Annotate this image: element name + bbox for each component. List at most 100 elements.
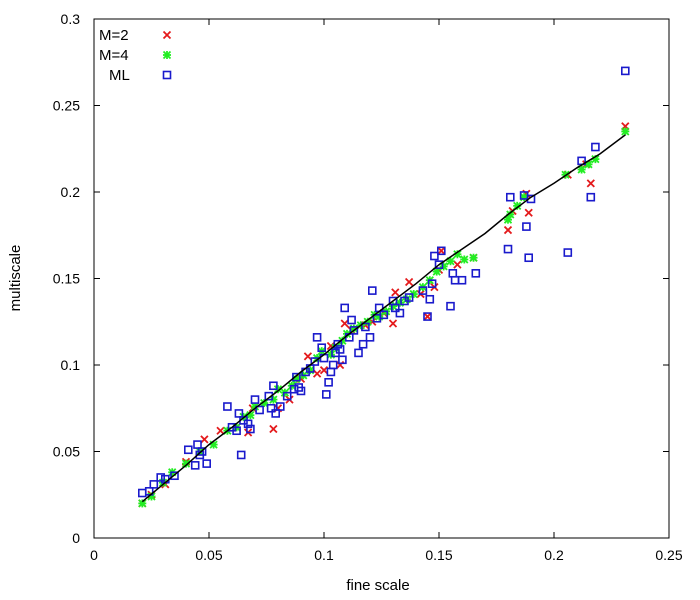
data-point	[338, 355, 347, 365]
data-point	[266, 403, 276, 413]
y-axis-label: multiscale	[7, 245, 24, 312]
data-point	[335, 345, 345, 354]
data-point	[423, 312, 432, 321]
data-point	[446, 301, 455, 311]
data-point	[347, 315, 356, 325]
legend-marker	[162, 30, 172, 40]
data-point	[234, 409, 244, 418]
y-tick-label: 0.2	[61, 184, 81, 200]
data-point	[246, 424, 255, 434]
data-point	[223, 402, 232, 411]
data-point	[190, 461, 200, 470]
data-point	[156, 473, 165, 482]
data-point	[317, 343, 327, 353]
series-m-4	[138, 127, 630, 508]
legend-label: M=2	[99, 27, 129, 44]
data-point	[434, 260, 444, 269]
data-point	[453, 260, 462, 269]
x-tick-label: 0.25	[655, 547, 682, 563]
data-point	[149, 480, 159, 489]
data-point	[522, 222, 531, 231]
data-point	[563, 248, 573, 257]
data-point	[591, 142, 600, 152]
y-tick-label: 0.05	[53, 444, 80, 460]
data-point	[333, 339, 343, 349]
x-axis-label: fine scale	[346, 577, 409, 594]
data-point	[202, 459, 211, 468]
data-point	[321, 390, 331, 399]
legend-label: M=4	[99, 47, 129, 64]
data-point	[144, 486, 154, 496]
legend-marker	[162, 50, 172, 60]
y-axis: 0 0.05 0.1 0.15 0.2 0.25 0.3	[53, 11, 669, 546]
data-point	[471, 269, 481, 278]
data-point	[184, 445, 193, 455]
data-point	[453, 250, 462, 259]
x-tick-label: 0.1	[314, 547, 334, 563]
data-point	[271, 409, 281, 418]
data-point	[250, 395, 260, 404]
data-point	[395, 308, 405, 318]
data-point	[340, 319, 349, 328]
data-point	[391, 288, 400, 297]
data-point	[427, 279, 437, 288]
y-tick-label: 0.1	[61, 357, 81, 373]
data-point	[402, 295, 411, 304]
series-line-3	[141, 134, 626, 503]
x-tick-label: 0.2	[544, 547, 564, 563]
data-point	[361, 322, 370, 332]
series-line	[141, 134, 626, 503]
x-tick-label: 0.15	[425, 547, 452, 563]
data-point	[505, 192, 515, 202]
data-point	[216, 426, 225, 435]
data-point	[354, 348, 363, 358]
y-tick-label: 0	[72, 530, 80, 546]
data-point	[328, 360, 338, 370]
data-point	[296, 386, 306, 396]
y-tick-label: 0.15	[53, 271, 80, 287]
data-point	[379, 310, 389, 320]
data-point	[312, 369, 322, 378]
data-point	[586, 192, 596, 202]
data-point	[457, 275, 467, 285]
data-point	[138, 488, 147, 498]
data-point	[319, 366, 329, 375]
data-point	[436, 246, 446, 256]
x-tick-label: 0	[90, 547, 98, 563]
data-point	[469, 253, 478, 262]
data-point	[524, 253, 534, 263]
data-point	[503, 244, 513, 254]
data-point	[524, 208, 533, 217]
data-point	[621, 127, 630, 136]
y-tick-label: 0.3	[61, 11, 81, 27]
data-point	[503, 225, 513, 235]
data-point	[236, 450, 246, 460]
data-point	[404, 293, 414, 302]
data-point	[340, 303, 350, 313]
data-point	[358, 339, 368, 349]
data-point	[197, 447, 207, 456]
data-point	[437, 246, 446, 255]
y-tick-label: 0.25	[53, 98, 80, 114]
data-point	[425, 294, 435, 304]
data-point	[450, 275, 460, 285]
data-point	[303, 352, 313, 361]
data-point	[269, 424, 278, 434]
data-point	[367, 286, 377, 295]
data-point	[200, 435, 209, 444]
data-point	[349, 326, 359, 335]
data-point	[282, 391, 292, 401]
data-point	[310, 357, 320, 366]
data-point	[138, 499, 147, 508]
data-point	[390, 303, 400, 313]
legend-label: ML	[109, 67, 130, 84]
data-point	[388, 319, 398, 328]
data-point	[448, 269, 458, 278]
series-layer	[138, 66, 630, 508]
data-point	[275, 402, 285, 411]
x-tick-label: 0.05	[195, 547, 222, 563]
data-point	[324, 377, 333, 387]
data-point	[170, 471, 179, 481]
data-point	[232, 426, 241, 436]
